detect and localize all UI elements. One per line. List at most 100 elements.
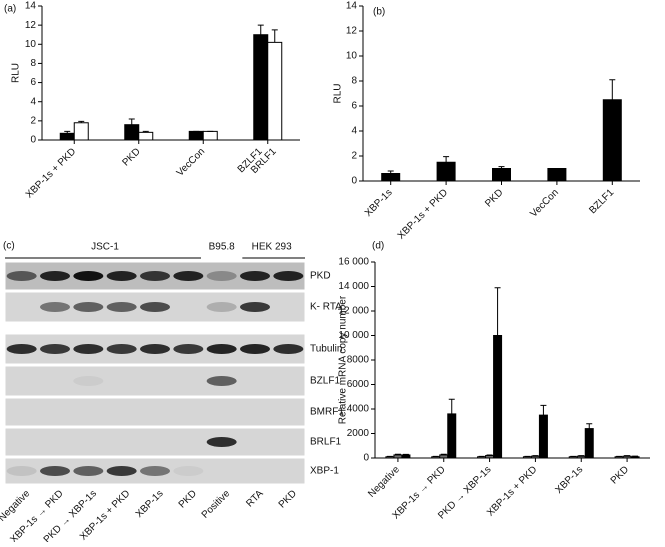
bar	[139, 132, 153, 140]
x-tick-label: BZLF1	[587, 187, 616, 216]
x-tick-label: XBP-1s	[363, 187, 395, 219]
y-tick-label: 6000	[347, 379, 370, 390]
bar	[60, 133, 74, 140]
band	[207, 302, 237, 312]
error-bar	[129, 119, 135, 125]
band	[140, 466, 170, 476]
y-axis-label: RLU	[11, 63, 22, 83]
band	[40, 302, 70, 312]
band	[173, 344, 203, 354]
error-bar	[443, 157, 449, 163]
y-tick-label: 8000	[347, 355, 370, 366]
bar	[448, 414, 456, 458]
y-tick-label: 4000	[347, 404, 370, 415]
band	[240, 271, 270, 281]
row-label: PKD	[310, 271, 331, 282]
y-tick-label: 12 000	[338, 306, 369, 317]
blot-strip	[5, 366, 305, 396]
row-label: K- RTA	[310, 302, 342, 313]
x-tick-label: PKD	[483, 187, 505, 209]
x-tick-label: PKD	[609, 464, 631, 486]
y-tick-label: 2	[30, 115, 36, 126]
band	[40, 466, 70, 476]
y-tick-label: 6	[30, 77, 36, 88]
bar	[615, 457, 623, 458]
panel-label: (a)	[4, 4, 16, 15]
bar	[189, 131, 203, 140]
bar	[432, 457, 440, 458]
band	[173, 271, 203, 281]
band	[140, 302, 170, 312]
error-bar	[609, 80, 615, 100]
lane-label: PKD	[177, 488, 199, 510]
x-tick-label: XBP-1s + PKD	[24, 146, 78, 200]
x-tick-label: PKD	[120, 146, 142, 168]
row-label: BZLF1	[310, 376, 340, 387]
x-tick-label: Negative	[366, 464, 402, 500]
error-bar	[449, 399, 455, 414]
bar	[539, 415, 547, 458]
band	[107, 344, 137, 354]
y-tick-label: 4	[351, 126, 357, 137]
bar	[569, 457, 577, 458]
bar	[548, 169, 566, 182]
x-tick-label: XBP-1s + PKD	[485, 464, 539, 518]
y-tick-label: 14	[25, 1, 37, 12]
x-tick-label: XBP-1s + PKD	[396, 187, 450, 241]
band	[173, 466, 203, 476]
error-bar	[495, 288, 501, 336]
bar	[386, 457, 394, 458]
bar	[623, 456, 631, 458]
lane-label: RTA	[244, 488, 266, 510]
band	[107, 302, 137, 312]
y-axis-label: RLU	[333, 83, 344, 103]
x-tick-label: VecCon	[175, 146, 208, 179]
bar	[585, 429, 593, 458]
lane-label: Positive	[200, 488, 233, 521]
band	[107, 466, 137, 476]
bar	[478, 457, 486, 458]
bar	[437, 162, 455, 181]
band	[207, 376, 237, 386]
band	[40, 344, 70, 354]
band	[40, 271, 70, 281]
panel-label: (b)	[373, 7, 385, 18]
y-tick-label: 16 000	[338, 257, 369, 268]
panel-label: (c)	[3, 241, 15, 252]
row-label: XBP-1	[310, 466, 339, 477]
row-label: Tubulin	[310, 344, 342, 355]
band	[7, 344, 37, 354]
y-tick-label: 12	[25, 20, 37, 31]
band	[240, 344, 270, 354]
band	[73, 376, 103, 386]
bar	[493, 169, 511, 182]
band	[273, 271, 303, 281]
band	[7, 271, 37, 281]
y-tick-label: 2000	[347, 428, 370, 439]
y-tick-label: 0	[351, 176, 357, 187]
bar	[577, 456, 585, 458]
band	[207, 437, 237, 447]
bar	[203, 131, 217, 140]
row-label: BMRF1	[310, 407, 344, 418]
error-bar	[540, 405, 546, 415]
bar	[486, 456, 494, 458]
y-tick-label: 4	[30, 96, 36, 107]
band	[73, 302, 103, 312]
band	[240, 302, 270, 312]
bar	[254, 35, 268, 140]
band	[107, 271, 137, 281]
y-tick-label: 0	[30, 135, 36, 146]
band	[73, 344, 103, 354]
bar	[603, 100, 621, 181]
bar	[74, 123, 88, 140]
band	[140, 344, 170, 354]
lane-label: PKD	[277, 488, 299, 510]
band	[73, 271, 103, 281]
band	[273, 344, 303, 354]
bar	[523, 457, 531, 458]
bar	[394, 455, 402, 458]
bar	[531, 456, 539, 458]
